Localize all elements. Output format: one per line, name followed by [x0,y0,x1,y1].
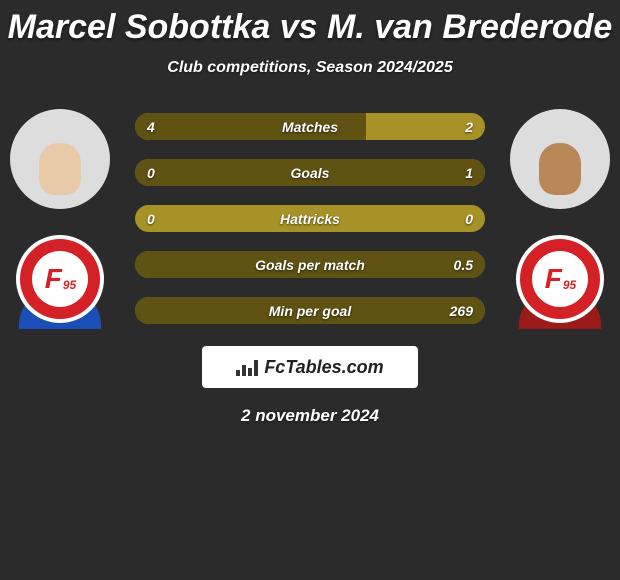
site-logo: FcTables.com [202,346,418,388]
stat-label: Goals [135,159,485,186]
stat-bar: 269Min per goal [135,297,485,324]
badge-letter: F [545,265,562,293]
badge-number: 95 [563,278,576,292]
player-avatar-right [510,109,610,209]
stat-bar: 01Goals [135,159,485,186]
stat-bar: 0.5Goals per match [135,251,485,278]
stat-label: Matches [135,113,485,140]
stat-label: Goals per match [135,251,485,278]
badge-letter: F [45,265,62,293]
bar-chart-icon [236,358,258,376]
comparison-content: F 95 F 95 42Matches 01Goals 00Hattricks 0.5… [0,109,620,426]
stat-bar: 00Hattricks [135,205,485,232]
club-badge-left: F 95 [16,235,104,323]
club-badge-right: F 95 [516,235,604,323]
badge-number: 95 [63,278,76,292]
stat-label: Min per goal [135,297,485,324]
subtitle: Club competitions, Season 2024/2025 [0,59,620,77]
player-avatar-left [10,109,110,209]
date-text: 2 november 2024 [0,406,620,426]
page-title: Marcel Sobottka vs M. van Brederode [0,8,620,47]
logo-text: FcTables.com [264,357,383,378]
right-column: F 95 [500,109,620,323]
stat-bar: 42Matches [135,113,485,140]
left-column: F 95 [0,109,120,323]
stat-bars: 42Matches 01Goals 00Hattricks 0.5Goals per … [135,109,485,324]
stat-label: Hattricks [135,205,485,232]
